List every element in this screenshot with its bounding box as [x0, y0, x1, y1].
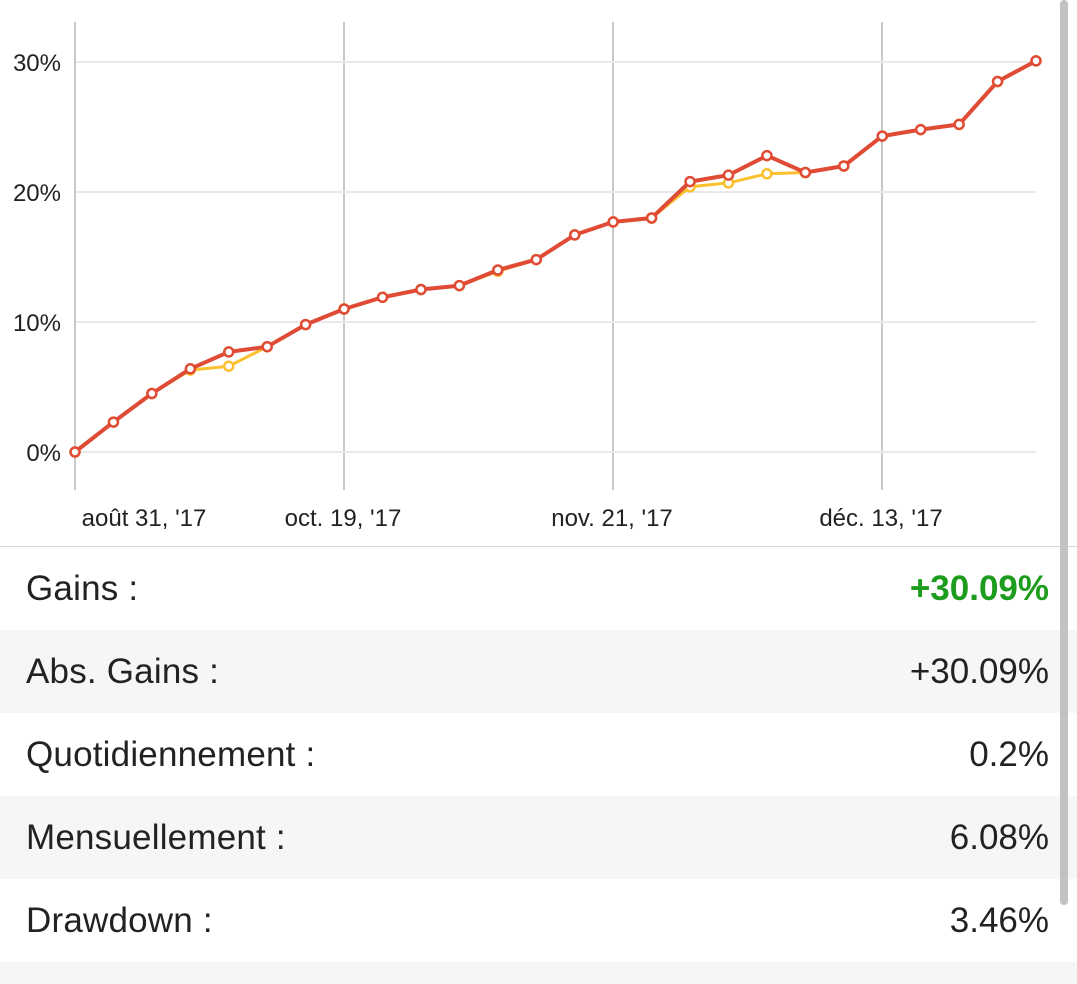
stat-value-drawdown: 3.46% [949, 900, 1049, 940]
data-point [223, 346, 235, 358]
y-tick-label: 20% [13, 180, 61, 207]
stat-value-abs-gains: +30.09% [909, 651, 1049, 691]
data-point [492, 264, 504, 276]
stat-value-monthly: 6.08% [949, 817, 1049, 857]
stat-row-monthly: Mensuellement : 6.08% [0, 796, 1077, 879]
stat-label: Abs. Gains : [26, 651, 220, 691]
stat-row-partial [0, 962, 1077, 984]
scrollbar[interactable] [1060, 0, 1068, 905]
x-tick-label: août 31, '17 [82, 505, 207, 532]
data-point [261, 340, 273, 353]
data-point [338, 303, 350, 315]
data-point [761, 168, 773, 180]
data-point [376, 291, 389, 304]
data-point [184, 363, 197, 375]
x-tick-label: nov. 21, '17 [551, 505, 673, 532]
stat-label: Gains : [26, 568, 139, 608]
data-point [799, 166, 812, 179]
data-point [876, 130, 888, 142]
data-point [146, 387, 158, 400]
data-point [914, 123, 927, 136]
x-tick-label: déc. 13, '17 [819, 505, 942, 532]
data-point [107, 416, 120, 428]
stat-row-drawdown: Drawdown : 3.46% [0, 879, 1077, 962]
stat-label: Drawdown : [26, 900, 213, 940]
data-point [69, 446, 81, 458]
stat-row-abs-gains: Abs. Gains : +30.09% [0, 630, 1077, 713]
data-point [684, 175, 696, 188]
data-point [415, 283, 427, 296]
line-chart-svg: 0% 10% 20% 30% août 31, '17 oct. 19, '17 nov. … [13, 22, 1042, 532]
data-point [991, 75, 1004, 88]
data-point [223, 360, 235, 372]
series-line [73, 59, 1037, 454]
stats-table: Gains : +30.09% Abs. Gains : +30.09% Quo… [0, 547, 1077, 984]
data-point [530, 253, 543, 266]
stat-value-gains: +30.09% [909, 568, 1049, 608]
data-point [761, 149, 773, 162]
stat-row-gains: Gains : +30.09% [0, 547, 1077, 630]
y-tick-label: 0% [26, 440, 61, 467]
stat-row-daily: Quotidiennement : 0.2% [0, 713, 1077, 796]
gains-chart: 0% 10% 20% 30% août 31, '17 oct. 19, '17 nov. … [13, 22, 1042, 532]
y-tick-label: 30% [13, 50, 61, 77]
divider [0, 546, 1077, 547]
data-point [453, 279, 466, 292]
series-line [74, 59, 1037, 454]
data-point [722, 169, 735, 181]
data-point [1030, 55, 1042, 67]
data-point [838, 160, 850, 172]
stat-label: Mensuellement : [26, 817, 286, 857]
y-tick-label: 10% [13, 310, 61, 337]
stat-value-daily: 0.2% [969, 734, 1049, 774]
data-point [568, 229, 581, 241]
data-point [953, 118, 965, 131]
stat-label: Quotidiennement : [26, 734, 316, 774]
data-point [607, 216, 619, 228]
x-tick-label: oct. 19, '17 [285, 505, 402, 532]
data-point [299, 318, 312, 331]
data-point [645, 212, 658, 224]
